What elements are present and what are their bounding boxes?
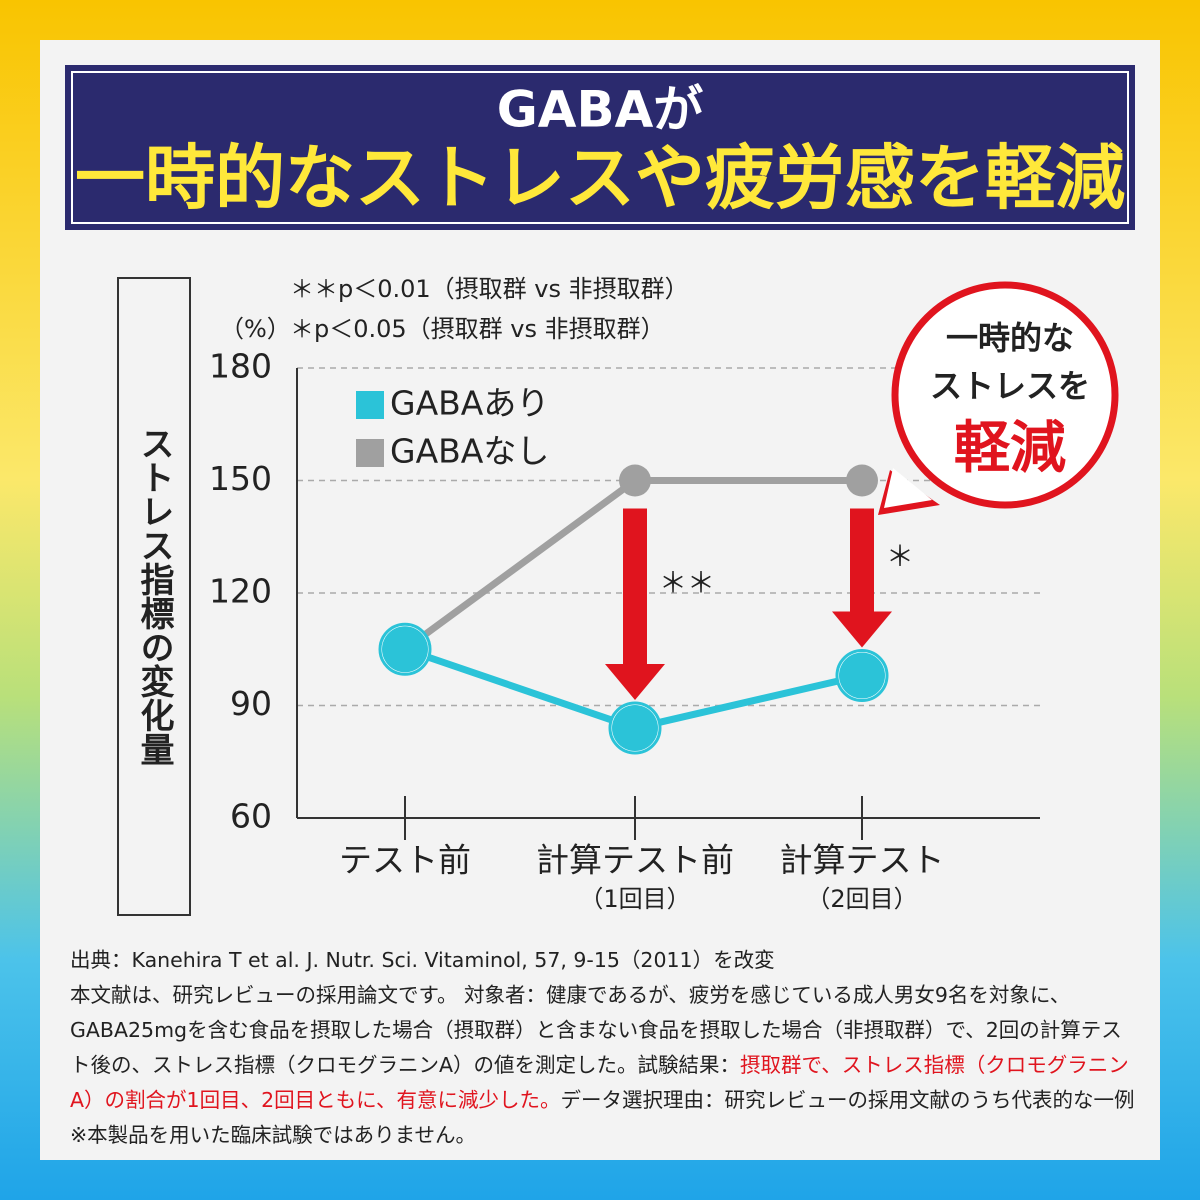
x-tick-sublabel: （1回目） xyxy=(579,885,690,913)
note: ＊＊p＜0.01（摂取群 vs 非摂取群） xyxy=(290,275,689,303)
x-tick-label: 計算テスト xyxy=(780,841,945,880)
x-tick-sublabel: （2回目） xyxy=(806,885,917,913)
callout-text: ストレスを xyxy=(930,367,1090,405)
body-highlight: 摂取群で、ストレス指標（クロモグラニンA）の割合が1回目、2回目ともに、有意に減… xyxy=(70,1053,1129,1112)
footer: 出典：Kanehira T et al. J. Nutr. Sci. Vitam… xyxy=(70,943,1155,1153)
arrow-head xyxy=(605,664,665,700)
arrow xyxy=(850,508,874,613)
legend-label: GABAなし xyxy=(390,432,549,471)
y-tick-label: 180 xyxy=(209,347,272,386)
legend-swatch xyxy=(356,439,384,467)
callout-text: 一時的な xyxy=(946,319,1074,357)
y-tick-label: 60 xyxy=(230,797,272,836)
marker xyxy=(846,464,878,497)
note: ＊p＜0.05（摂取群 vs 非摂取群） xyxy=(290,315,665,343)
callout xyxy=(891,281,1119,509)
y-tick-label: 90 xyxy=(230,684,272,723)
marker-ring xyxy=(378,622,432,676)
significance: ＊ xyxy=(886,540,914,573)
x-tick-label: テスト前 xyxy=(339,841,471,880)
callout-text: 軽減 xyxy=(954,416,1066,481)
title-box xyxy=(65,65,1135,230)
marker-ring xyxy=(608,701,662,755)
title: 一時的なストレスや疲労感を軽減 xyxy=(75,137,1125,219)
callout-tail xyxy=(884,468,932,508)
source: 出典：Kanehira T et al. J. Nutr. Sci. Vitam… xyxy=(70,948,775,972)
x-tick-label: 計算テスト前 xyxy=(536,841,734,880)
title-border xyxy=(71,71,1129,224)
marker xyxy=(380,624,430,675)
title: GABAが xyxy=(497,81,704,139)
marker xyxy=(619,464,651,497)
arrow-head xyxy=(832,611,892,648)
y-label-box xyxy=(117,277,191,916)
marker xyxy=(837,650,887,701)
y-unit: （%） xyxy=(220,315,291,343)
legend-swatch xyxy=(356,391,384,419)
y-axis-label: ストレス指標の変化量 xyxy=(134,426,174,766)
significance: ＊＊ xyxy=(659,566,715,599)
body-text: データ選択理由：研究レビューの採用文献のうち代表的な一例 ※本製品を用いた臨床試… xyxy=(70,1088,1155,1147)
y-tick-label: 150 xyxy=(209,459,272,498)
legend-label: GABAあり xyxy=(390,384,549,423)
y-tick-label: 120 xyxy=(209,572,272,611)
body: 本文献は、研究レビューの採用論文です。 対象者：健康であるが、疲労を感じている成… xyxy=(70,978,1155,1153)
body-text: 本文献は、研究レビューの採用論文です。 対象者：健康であるが、疲労を感じている成… xyxy=(70,983,1122,1077)
marker-ring xyxy=(835,649,889,702)
marker xyxy=(610,703,660,753)
arrow xyxy=(623,508,647,665)
